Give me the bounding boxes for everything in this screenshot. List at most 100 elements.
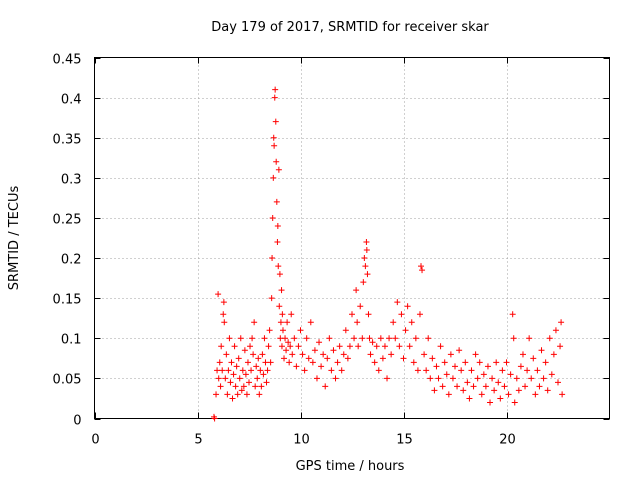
- data-point: [262, 359, 269, 366]
- data-point: [468, 367, 475, 374]
- data-point: [386, 335, 393, 342]
- data-point: [548, 371, 555, 378]
- data-point: [311, 347, 318, 354]
- data-point: [501, 383, 508, 390]
- y-tick-label: 0.3: [61, 173, 82, 188]
- data-point: [227, 379, 234, 386]
- data-point: [423, 367, 430, 374]
- data-point: [246, 379, 252, 386]
- y-tick-label: 0.35: [53, 133, 82, 148]
- data-point: [320, 351, 327, 358]
- data-point: [249, 335, 256, 342]
- data-point: [230, 371, 237, 378]
- data-point: [460, 387, 467, 394]
- data-point: [381, 343, 388, 350]
- x-tick-label: 20: [499, 433, 516, 448]
- data-point: [263, 379, 270, 386]
- data-point: [487, 399, 494, 406]
- data-point: [522, 383, 529, 390]
- data-point: [410, 359, 417, 366]
- data-point: [454, 383, 461, 390]
- data-point: [449, 375, 456, 382]
- data-point: [334, 359, 341, 366]
- data-point: [236, 375, 243, 382]
- data-point: [279, 311, 286, 318]
- data-point: [484, 363, 491, 370]
- data-point: [215, 375, 222, 382]
- data-point: [276, 271, 283, 278]
- data-point: [241, 347, 248, 354]
- data-point: [394, 299, 401, 306]
- data-point: [464, 379, 471, 386]
- axis-ticks: [94, 57, 610, 420]
- data-point: [268, 295, 275, 302]
- data-point: [264, 367, 271, 374]
- data-point: [218, 343, 225, 350]
- data-point: [437, 343, 444, 350]
- data-point: [338, 367, 345, 374]
- data-point: [353, 287, 360, 294]
- data-point: [362, 263, 369, 270]
- data-point: [313, 375, 320, 382]
- data-point: [367, 351, 374, 358]
- data-point: [275, 263, 282, 270]
- data-point: [558, 319, 565, 326]
- data-point: [275, 166, 282, 173]
- data-point: [226, 335, 233, 342]
- data-point: [366, 335, 373, 342]
- data-point: [511, 399, 518, 406]
- data-point: [215, 291, 222, 298]
- y-tick-label: 0.15: [53, 293, 82, 308]
- data-point: [239, 367, 246, 374]
- data-point: [332, 375, 339, 382]
- x-tick-labels: 0 5 10 15 20: [91, 433, 515, 448]
- data-point: [526, 335, 533, 342]
- data-point: [510, 335, 517, 342]
- x-tick-label: 15: [396, 433, 413, 448]
- data-point: [251, 319, 258, 326]
- data-point: [274, 222, 281, 229]
- data-point: [357, 303, 364, 310]
- data-point: [462, 359, 469, 366]
- data-point: [276, 303, 283, 310]
- data-point: [447, 351, 454, 358]
- data-point: [272, 86, 279, 93]
- data-point: [261, 335, 268, 342]
- data-point: [225, 367, 232, 374]
- data-point: [216, 359, 223, 366]
- data-point: [427, 375, 434, 382]
- data-point: [458, 367, 465, 374]
- data-point: [301, 367, 308, 374]
- data-point: [470, 383, 477, 390]
- data-point: [375, 367, 382, 374]
- data-point: [406, 343, 413, 350]
- chart-title: Day 179 of 2017, SRMTID for receiver ska…: [211, 20, 489, 35]
- data-point: [219, 367, 226, 374]
- data-point: [254, 375, 261, 382]
- data-point: [238, 387, 245, 394]
- data-point: [419, 267, 426, 274]
- data-point: [540, 375, 547, 382]
- data-point: [538, 347, 545, 354]
- data-point: [354, 319, 361, 326]
- data-point: [388, 351, 395, 358]
- data-point: [552, 327, 559, 334]
- data-point: [273, 198, 280, 205]
- data-point: [379, 355, 386, 362]
- data-point: [326, 335, 333, 342]
- data-point: [279, 327, 286, 334]
- data-point: [232, 383, 239, 390]
- data-point: [497, 395, 504, 402]
- data-point: [244, 359, 251, 366]
- data-point: [519, 351, 526, 358]
- data-point: [557, 343, 564, 350]
- x-axis-label: GPS time / hours: [296, 459, 405, 474]
- data-point: [278, 343, 285, 350]
- data-point: [456, 347, 463, 354]
- data-point: [297, 327, 304, 334]
- data-point: [505, 391, 512, 398]
- x-tick-label: 10: [293, 433, 310, 448]
- plot-frame: [94, 57, 610, 419]
- data-point: [429, 355, 436, 362]
- data-point: [303, 335, 310, 342]
